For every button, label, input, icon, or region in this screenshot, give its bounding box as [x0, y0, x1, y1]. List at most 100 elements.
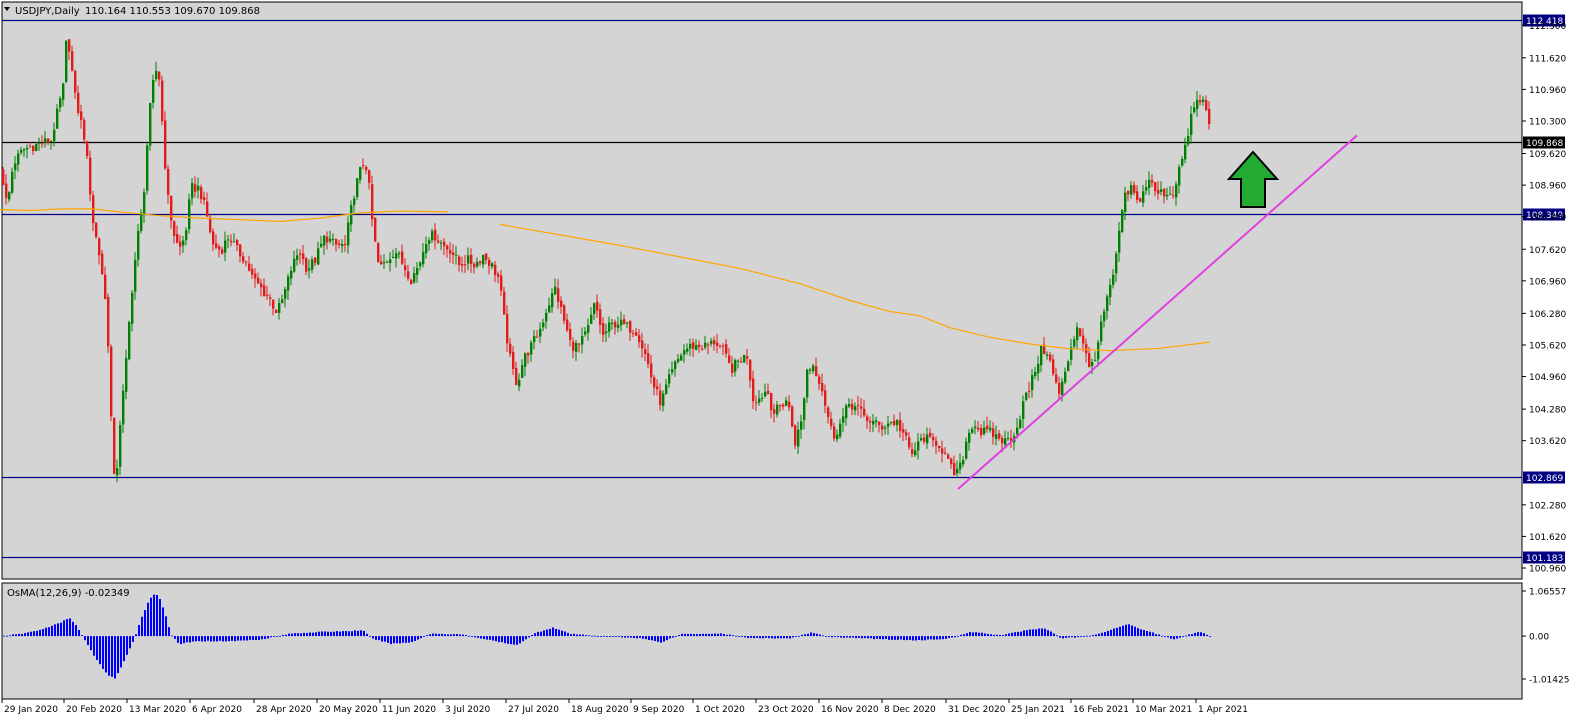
- osma-bar: [429, 634, 431, 637]
- candle-body: [530, 342, 533, 355]
- candle-body: [254, 273, 257, 279]
- candle-body: [1061, 381, 1064, 396]
- osma-bar: [843, 636, 845, 638]
- candle-body: [749, 359, 752, 381]
- candle-body: [410, 279, 413, 285]
- osma-bar: [156, 594, 158, 637]
- osma-bar: [759, 636, 761, 639]
- candle-body: [170, 195, 173, 221]
- osma-bar: [354, 630, 356, 637]
- osma-bar: [513, 636, 515, 645]
- osma-bar: [324, 631, 326, 637]
- candle-body: [938, 446, 941, 449]
- candle-body: [167, 168, 170, 195]
- osma-bar: [51, 625, 53, 637]
- candle-body: [836, 434, 839, 440]
- osma-bar: [45, 627, 47, 637]
- osma-bar: [72, 621, 74, 637]
- candle-body: [248, 263, 251, 271]
- up-arrow-icon: [1226, 150, 1280, 208]
- candle-body: [110, 346, 113, 417]
- osma-bar: [501, 636, 503, 643]
- osma-bar: [39, 629, 41, 637]
- osma-bar: [762, 636, 764, 639]
- osma-bar: [636, 636, 638, 639]
- osma-bar: [666, 636, 668, 641]
- candle-body: [452, 252, 455, 256]
- candle-body: [734, 360, 737, 372]
- candle-body: [746, 356, 749, 359]
- candle-body: [1130, 185, 1133, 195]
- candle-body: [221, 249, 224, 254]
- candle-body: [329, 238, 332, 242]
- candle-body: [161, 80, 164, 122]
- osma-bar: [1200, 632, 1202, 637]
- level-label: 101.183: [1526, 554, 1563, 564]
- candle-body: [824, 390, 827, 406]
- candle-body: [947, 454, 950, 459]
- osma-bar: [321, 631, 323, 637]
- osma-bar: [600, 636, 602, 637]
- candle-body: [365, 166, 368, 171]
- candle-body: [194, 184, 197, 192]
- osma-bar: [66, 619, 68, 637]
- candle-body: [362, 165, 365, 167]
- candle-body: [191, 183, 194, 199]
- candle-body: [1082, 335, 1085, 344]
- osma-bar: [765, 636, 767, 638]
- candle-body: [605, 331, 608, 334]
- candle-body: [662, 393, 665, 406]
- candle-body: [185, 230, 188, 241]
- candle-body: [857, 405, 860, 407]
- candle-body: [107, 297, 110, 347]
- candle-body: [113, 418, 116, 474]
- osma-bar: [60, 622, 62, 637]
- osma-bar: [696, 634, 698, 637]
- osma-bar: [33, 631, 35, 637]
- osma-bar: [366, 633, 368, 637]
- candle-body: [1019, 419, 1022, 428]
- osma-bar: [777, 636, 779, 639]
- candle-body: [659, 390, 662, 406]
- osma-bar: [1080, 636, 1082, 637]
- candle-body: [1106, 296, 1109, 312]
- osma-bar: [1083, 636, 1085, 637]
- candle-body: [332, 238, 335, 240]
- candle-body: [524, 353, 527, 367]
- candle-body: [962, 460, 965, 465]
- osma-bar: [348, 631, 350, 637]
- osma-bar: [402, 636, 404, 643]
- y-tick-label: 105.620: [1529, 341, 1566, 351]
- osma-bar: [93, 636, 95, 656]
- osma-bar: [681, 633, 683, 637]
- chevron-down-icon[interactable]: [4, 7, 10, 11]
- osma-bar: [378, 636, 380, 641]
- candle-body: [935, 440, 938, 446]
- candle-body: [1034, 371, 1037, 376]
- osma-bar: [1086, 635, 1088, 637]
- candle-body: [251, 269, 254, 275]
- osma-bar: [591, 635, 593, 637]
- candle-body: [125, 358, 128, 392]
- candle-body: [875, 420, 878, 423]
- osma-bar: [756, 636, 758, 638]
- osma-bar: [381, 636, 383, 642]
- candle-body: [827, 407, 830, 418]
- candle-body: [242, 256, 245, 262]
- osma-bar: [465, 635, 467, 637]
- osma-bar: [1137, 628, 1139, 637]
- candle-body: [482, 254, 485, 265]
- candle-body: [65, 40, 68, 82]
- candle-body: [884, 427, 887, 429]
- osma-bar: [132, 636, 134, 642]
- osma-bar: [138, 625, 140, 637]
- candle-body: [470, 255, 473, 264]
- candle-body: [41, 143, 44, 145]
- candle-body: [1136, 191, 1139, 200]
- candle-body: [602, 323, 605, 335]
- osma-bar: [897, 636, 899, 640]
- level-label: 109.868: [1526, 139, 1563, 149]
- candle-body: [515, 367, 518, 385]
- candle-body: [878, 421, 881, 426]
- candle-body: [1094, 360, 1097, 362]
